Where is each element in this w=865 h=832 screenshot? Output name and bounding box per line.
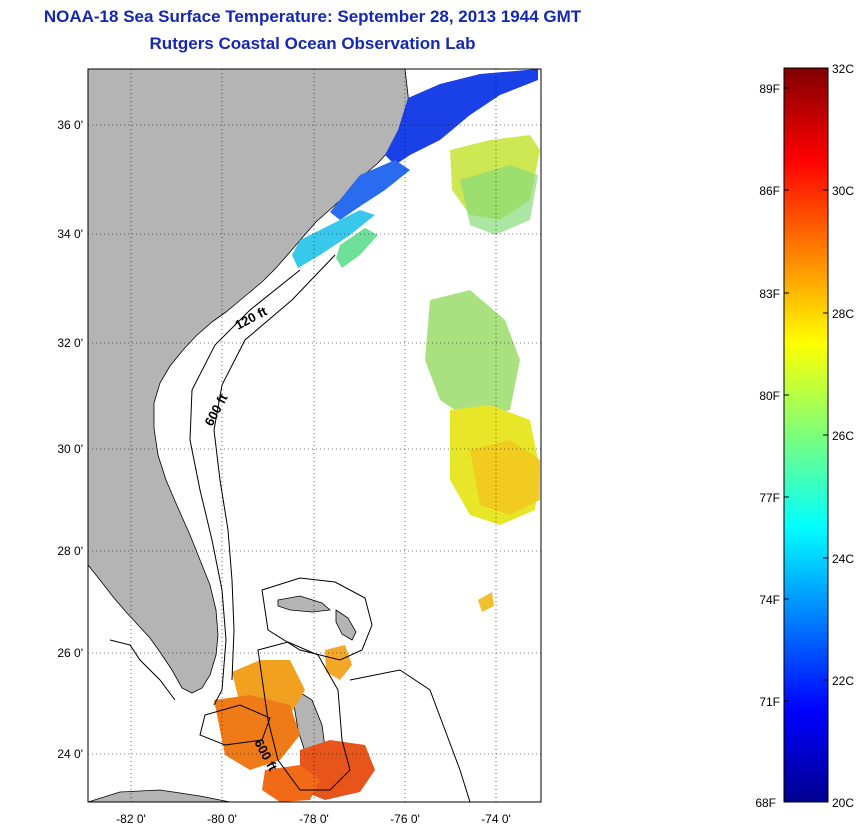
map-frame <box>87 68 542 803</box>
lon-tick-label: -78 0' <box>299 812 329 826</box>
colorbar-f-label: 80F <box>759 389 780 403</box>
colorbar-c-label: 24C <box>832 552 854 566</box>
map-subtitle: Rutgers Coastal Ocean Observation Lab <box>149 34 476 53</box>
colorbar-f-label: 68F <box>755 796 776 810</box>
sst-data-layer <box>214 69 540 802</box>
latitude-axis: 24 0' 26 0' 28 0' 30 0' 32 0' 34 0' 36 0… <box>57 118 83 761</box>
land-bahamas-abaco <box>335 609 357 641</box>
bathymetry-contours <box>109 254 471 802</box>
lon-tick-label: -74 0' <box>481 812 511 826</box>
colorbar-f-label: 89F <box>759 82 780 96</box>
land-bahamas-grand-bahama <box>277 595 331 613</box>
map-plot-area: 120 ft 600 ft 600 ft <box>87 68 542 803</box>
longitude-axis: -82 0' -80 0' -78 0' -76 0' -74 0' <box>116 812 511 826</box>
lat-tick-label: 26 0' <box>57 646 83 660</box>
land-cuba-coast <box>88 789 231 802</box>
colorbar-c-label: 28C <box>832 307 854 321</box>
colorbar-f-label: 86F <box>759 184 780 198</box>
colorbar-c-label: 22C <box>832 674 854 688</box>
lat-tick-label: 32 0' <box>57 336 83 350</box>
lat-tick-label: 24 0' <box>57 747 83 761</box>
map-title: NOAA-18 Sea Surface Temperature: Septemb… <box>43 7 582 26</box>
lon-tick-label: -82 0' <box>116 812 146 826</box>
lat-tick-label: 36 0' <box>57 118 83 132</box>
lon-tick-label: -76 0' <box>390 812 420 826</box>
colorbar-f-label: 83F <box>759 287 780 301</box>
lat-tick-label: 28 0' <box>57 544 83 558</box>
lat-tick-label: 34 0' <box>57 227 83 241</box>
colorbar-f-label: 71F <box>759 695 780 709</box>
colorbar-c-label: 30C <box>832 184 854 198</box>
lat-tick-label: 30 0' <box>57 442 83 456</box>
colorbar-gradient <box>783 67 829 803</box>
colorbar-c-label: 20C <box>832 796 854 810</box>
colorbar-f-label: 74F <box>759 593 780 607</box>
colorbar-c-label: 32C <box>832 62 854 76</box>
colorbar: 89F 86F 83F 80F 77F 74F 71F 68F 32C 30C … <box>755 62 854 810</box>
colorbar-f-label: 77F <box>759 491 780 505</box>
colorbar-c-label: 26C <box>832 429 854 443</box>
lon-tick-label: -80 0' <box>207 812 237 826</box>
